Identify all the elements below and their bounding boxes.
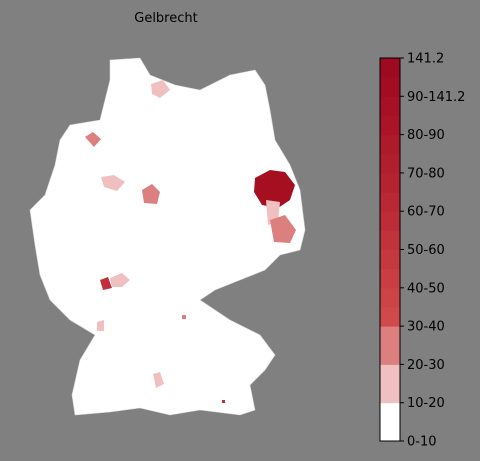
colorbar-band — [380, 364, 400, 385]
colorbar-band — [380, 383, 400, 404]
colorbar-band — [380, 115, 400, 136]
colorbar-band — [380, 211, 400, 231]
colorbar-band — [380, 172, 400, 193]
colorbar-label: 141.2 — [407, 52, 444, 67]
region — [222, 400, 225, 403]
region — [182, 315, 186, 319]
colorbar-band — [380, 287, 400, 308]
colorbar-band — [380, 58, 400, 78]
region — [254, 170, 295, 208]
colorbar-band — [380, 192, 400, 212]
region — [270, 215, 296, 243]
region — [97, 320, 104, 331]
region — [85, 132, 101, 147]
region — [142, 184, 160, 204]
germany-map — [29, 57, 306, 416]
map-title: Gelbrecht — [134, 11, 197, 26]
colorbar-label: 10-20 — [407, 396, 445, 411]
colorbar-band — [380, 306, 400, 327]
colorbar-band — [380, 77, 400, 97]
colorbar-label: 40-50 — [407, 281, 445, 296]
region — [100, 277, 112, 290]
region — [151, 80, 170, 98]
colorbar-band — [380, 96, 400, 116]
colorbar-label: 70-80 — [407, 166, 445, 181]
colorbar-label: 50-60 — [407, 243, 445, 258]
colorbar-band — [380, 402, 400, 423]
colorbar-band — [380, 326, 400, 346]
colorbar-label: 60-70 — [407, 205, 445, 220]
colorbar-band — [380, 249, 400, 270]
region — [110, 273, 130, 287]
colorbar-label: 90-141.2 — [407, 90, 465, 105]
colorbar-label: 30-40 — [407, 320, 445, 335]
colorbar-band — [380, 345, 400, 365]
colorbar-band — [380, 153, 400, 174]
colorbar-band — [380, 268, 400, 289]
region — [101, 175, 125, 191]
colorbar: 0-10 10-20 20-30 30-40 40-50 50-60 60-70 70-80 8… — [379, 52, 465, 450]
colorbar-label: 0-10 — [407, 435, 437, 450]
colorbar-label: 80-90 — [407, 128, 445, 143]
colorbar-band — [380, 421, 400, 442]
colorbar-label: 20-30 — [407, 358, 445, 373]
colorbar-band — [380, 134, 400, 155]
region — [153, 372, 164, 388]
colorbar-band — [380, 230, 400, 250]
